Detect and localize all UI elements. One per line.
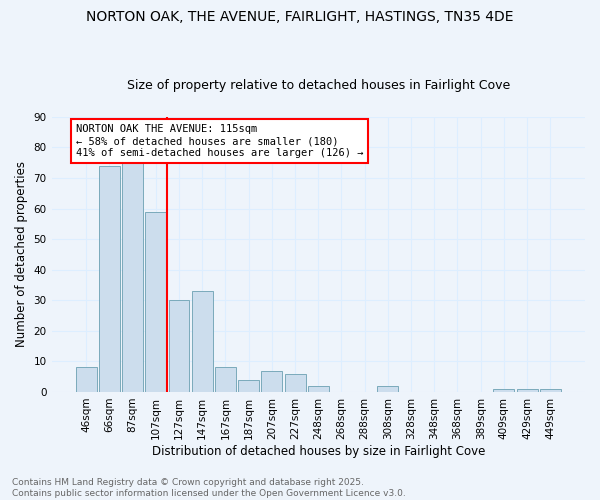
Bar <box>308 386 329 392</box>
Bar <box>76 368 97 392</box>
Bar <box>169 300 190 392</box>
Bar <box>122 162 143 392</box>
Bar <box>262 370 283 392</box>
Bar <box>145 212 166 392</box>
Title: Size of property relative to detached houses in Fairlight Cove: Size of property relative to detached ho… <box>127 79 510 92</box>
Y-axis label: Number of detached properties: Number of detached properties <box>15 162 28 348</box>
Text: NORTON OAK, THE AVENUE, FAIRLIGHT, HASTINGS, TN35 4DE: NORTON OAK, THE AVENUE, FAIRLIGHT, HASTI… <box>86 10 514 24</box>
Bar <box>493 389 514 392</box>
Bar <box>215 368 236 392</box>
Text: Contains HM Land Registry data © Crown copyright and database right 2025.
Contai: Contains HM Land Registry data © Crown c… <box>12 478 406 498</box>
Text: NORTON OAK THE AVENUE: 115sqm
← 58% of detached houses are smaller (180)
41% of : NORTON OAK THE AVENUE: 115sqm ← 58% of d… <box>76 124 363 158</box>
Bar <box>99 166 120 392</box>
Bar <box>377 386 398 392</box>
Bar <box>192 291 212 392</box>
X-axis label: Distribution of detached houses by size in Fairlight Cove: Distribution of detached houses by size … <box>152 444 485 458</box>
Bar <box>238 380 259 392</box>
Bar <box>284 374 305 392</box>
Bar <box>517 389 538 392</box>
Bar <box>540 389 561 392</box>
